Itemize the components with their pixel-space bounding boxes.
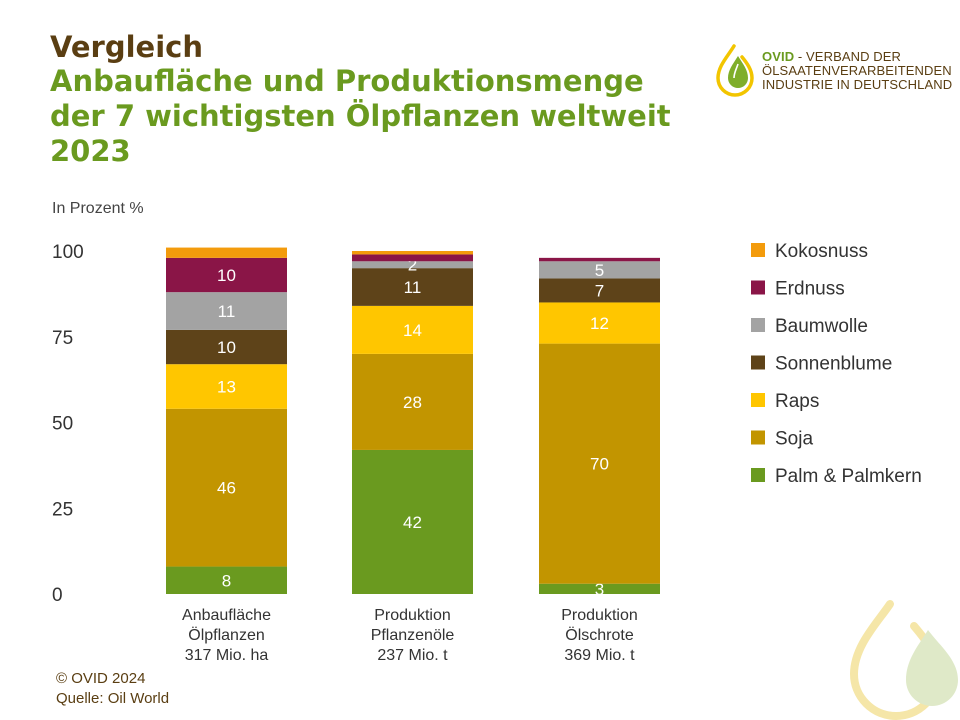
logo-text: OVID - VERBAND DER ÖLSAATENVERARBEITENDE… xyxy=(762,50,960,92)
legend-swatch xyxy=(751,430,765,445)
bar-segment xyxy=(539,302,660,344)
x-category-label: Ölpflanzen xyxy=(188,626,265,644)
bar-segment xyxy=(352,251,473,255)
bar-segment xyxy=(352,254,473,262)
copyright: © OVID 2024 xyxy=(56,670,146,687)
decorative-drop-icon xyxy=(849,600,958,720)
data-label: 5 xyxy=(595,261,604,280)
source-note: Quelle: Oil World xyxy=(56,690,170,707)
bar-segment xyxy=(539,278,660,303)
legend-swatch xyxy=(751,280,765,295)
data-label: 3 xyxy=(595,580,604,599)
data-label: 70 xyxy=(590,455,609,474)
data-label: 10 xyxy=(217,338,236,357)
header: Vergleich Anbaufläche und Produktionsmen… xyxy=(50,30,710,169)
y-tick-label: 100 xyxy=(52,242,84,263)
legend-label: Soja xyxy=(775,429,813,450)
data-label: 11 xyxy=(404,278,422,297)
data-label: 42 xyxy=(403,513,422,532)
bar-segment xyxy=(352,353,473,450)
legend-swatch xyxy=(751,355,765,370)
legend-swatch xyxy=(751,243,765,257)
bar-segment xyxy=(166,247,287,258)
x-category-label: 369 Mio. t xyxy=(564,647,635,664)
bar-segment xyxy=(352,449,473,594)
logo-association-name: - VERBAND DER ÖLSAATENVERARBEITENDEN IND… xyxy=(762,49,953,92)
bar-segment xyxy=(166,257,287,293)
x-category-label: Anbaufläche xyxy=(182,607,271,624)
legend-swatch xyxy=(751,468,765,482)
bar-segment xyxy=(166,364,287,409)
data-label: 46 xyxy=(217,479,236,498)
bar-segment xyxy=(352,305,473,354)
data-label: 28 xyxy=(403,393,422,412)
data-label: 11 xyxy=(218,302,236,321)
y-tick-label: 50 xyxy=(52,414,73,435)
x-category-label: Produktion xyxy=(374,607,451,624)
y-axis-label: In Prozent % xyxy=(52,200,144,217)
x-category-label: 237 Mio. t xyxy=(377,647,448,664)
bar-segment xyxy=(352,261,473,269)
legend-label: Baumwolle xyxy=(775,316,868,337)
data-label: 2 xyxy=(408,256,417,275)
x-category-label: Produktion xyxy=(561,607,638,624)
data-label: 7 xyxy=(595,281,604,300)
legend-label: Kokosnuss xyxy=(775,241,868,262)
footer: © OVID 2024 Quelle: Oil World xyxy=(56,669,169,709)
ovid-drop-icon xyxy=(716,44,754,97)
title: Vergleich xyxy=(50,30,203,64)
y-tick-label: 0 xyxy=(52,585,63,606)
legend-label: Sonnenblume xyxy=(775,354,892,375)
data-label: 13 xyxy=(217,377,236,396)
legend-swatch xyxy=(751,393,765,407)
legend-swatch xyxy=(751,318,765,332)
legend-label: Raps xyxy=(775,391,819,412)
x-category-label: Ölschrote xyxy=(565,626,634,644)
bar-segment xyxy=(166,329,287,365)
bar-segment xyxy=(166,292,287,330)
data-label: 14 xyxy=(403,321,422,340)
bar-segment xyxy=(166,566,287,594)
bar-segment xyxy=(539,261,660,279)
x-category-label: Pflanzenöle xyxy=(371,627,455,644)
data-label: 10 xyxy=(217,266,236,285)
logo-brand: OVID xyxy=(762,49,795,64)
data-label: 8 xyxy=(222,571,231,590)
data-label: 12 xyxy=(590,314,609,333)
y-tick-label: 75 xyxy=(52,328,73,349)
legend-label: Palm & Palmkern xyxy=(775,466,922,487)
bar-segment xyxy=(539,583,660,594)
bar-segment xyxy=(352,268,473,306)
subtitle: Anbaufläche und Produktionsmenge der 7 w… xyxy=(50,64,671,168)
ovid-logo: OVID - VERBAND DER ÖLSAATENVERARBEITENDE… xyxy=(714,42,960,98)
bar-segment xyxy=(166,408,287,567)
y-tick-label: 25 xyxy=(52,499,73,520)
bar-segment xyxy=(539,257,660,262)
legend-label: Erdnuss xyxy=(775,279,845,300)
x-category-label: 317 Mio. ha xyxy=(185,647,269,664)
bar-segment xyxy=(539,343,660,584)
